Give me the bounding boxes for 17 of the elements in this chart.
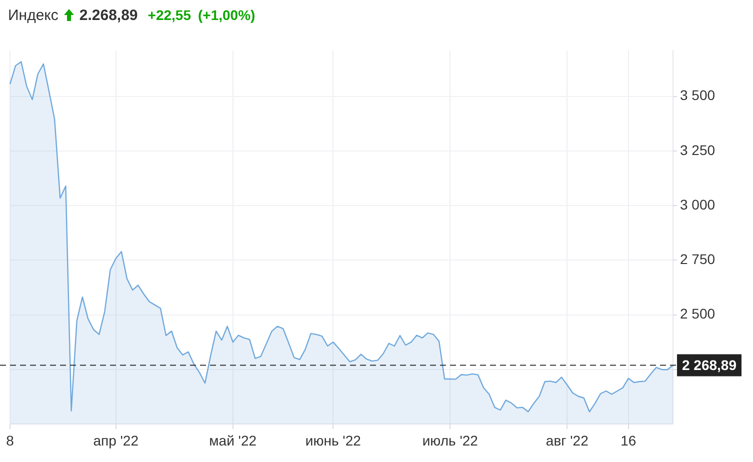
x-tick-label: июнь '22 <box>305 432 362 448</box>
chart-title: Индекс <box>8 6 58 24</box>
x-tick-label: июль '22 <box>422 432 478 448</box>
y-tick-label: 3 250 <box>680 142 716 158</box>
y-tick-label: 2 500 <box>680 306 716 322</box>
text: +22,55 <box>148 7 191 23</box>
y-tick-label: 3 000 <box>680 196 716 212</box>
x-tick-label: май '22 <box>209 432 257 448</box>
ref-line-label: 2 268,89 <box>682 357 737 374</box>
x-tick-label: 8 <box>6 432 14 448</box>
x-tick-label: 16 <box>620 432 636 448</box>
x-tick-label: авг '22 <box>546 432 589 448</box>
y-tick-label: 3 500 <box>680 87 716 104</box>
text: (+1,00%) <box>198 7 256 23</box>
x-tick-label: апр '22 <box>93 432 139 448</box>
y-tick-label: 2 750 <box>680 251 716 267</box>
chart-subtitle: 2.268,89 <box>79 6 138 24</box>
